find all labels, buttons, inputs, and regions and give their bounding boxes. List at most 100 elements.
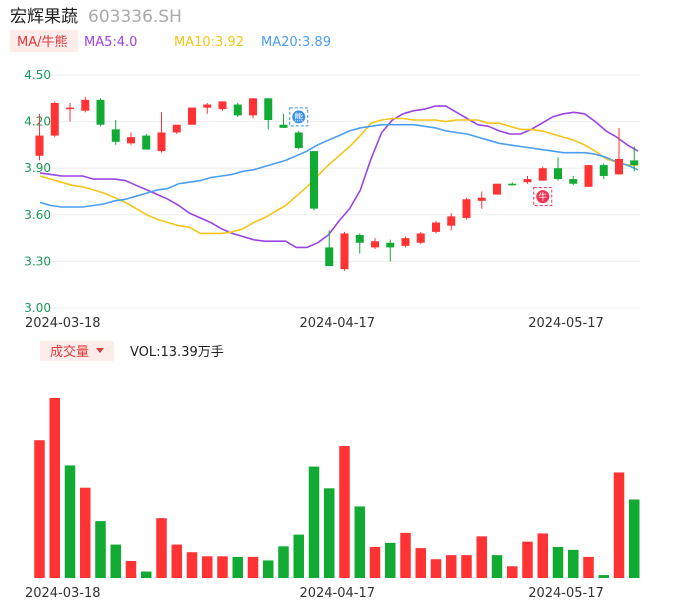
x-tick-label: 2024-04-17: [299, 316, 375, 331]
volume-bar: [171, 544, 182, 578]
candle: [66, 102, 74, 122]
candle-body: [371, 241, 379, 248]
y-tick-label: 3.30: [24, 254, 51, 268]
candle: [615, 127, 623, 175]
candle: [599, 163, 608, 180]
volume-bar: [583, 556, 594, 578]
volume-bar: [263, 560, 274, 578]
candle-body: [157, 132, 166, 152]
volume-bar: [293, 534, 304, 578]
candle-body: [203, 104, 212, 108]
candle-body: [249, 98, 257, 116]
candle: [477, 191, 486, 209]
volume-bar: [400, 532, 411, 578]
volume-bar: [64, 465, 76, 578]
candlesticks: [35, 96, 639, 271]
candle-body: [325, 247, 334, 267]
candle: [340, 231, 349, 271]
candle: [249, 98, 257, 119]
volume-bar: [278, 546, 289, 578]
candle-body: [188, 107, 196, 125]
candle-body: [493, 183, 501, 195]
candle-body: [462, 199, 471, 218]
volume-bar: [446, 555, 457, 578]
candle: [81, 96, 90, 113]
stock-name: 宏辉果蔬: [10, 7, 78, 27]
candle-body: [554, 168, 562, 180]
candle: [462, 197, 471, 220]
candle: [233, 102, 242, 117]
volume-bar: [339, 446, 350, 578]
candle-body: [66, 107, 74, 110]
marker-label: 熊: [294, 111, 303, 123]
volume-bar: [507, 566, 518, 578]
volume-bar: [49, 398, 60, 578]
x-tick-label: 2024-03-18: [25, 586, 101, 601]
ma10-legend: MA10:3.92: [174, 35, 244, 50]
volume-bar: [80, 487, 91, 578]
candle-body: [615, 158, 623, 175]
candle: [310, 151, 318, 211]
candle: [432, 221, 440, 234]
candle-body: [630, 160, 639, 166]
candle-body: [96, 99, 105, 125]
volume-bar: [598, 575, 609, 578]
candle-body: [294, 132, 303, 149]
volume-bar: [552, 546, 564, 578]
volume-bar: [156, 518, 167, 578]
volume-bar: [247, 556, 259, 578]
ma20-line: [39, 123, 639, 208]
candle: [264, 98, 273, 130]
candle: [142, 134, 151, 150]
candle-body: [310, 151, 318, 209]
candle-body: [538, 168, 547, 181]
candle-body: [355, 234, 364, 243]
ma-selector-bg[interactable]: [10, 30, 78, 52]
candle: [203, 102, 212, 114]
candle-body: [508, 183, 517, 186]
candle-body: [111, 129, 120, 142]
volume-selector-bg[interactable]: [40, 341, 114, 361]
volume-bar: [415, 548, 426, 578]
price-grid: [30, 74, 640, 309]
bull-icon[interactable]: 牛: [533, 187, 553, 207]
candle-body: [279, 124, 288, 128]
volume-selector-label[interactable]: 成交量: [50, 344, 89, 360]
volume-bar: [232, 556, 243, 578]
volume-bar: [202, 556, 213, 578]
candle: [96, 98, 105, 127]
candle-body: [172, 124, 181, 133]
candle: [111, 120, 120, 145]
volume-bars: [34, 398, 640, 578]
candle: [35, 113, 44, 161]
volume-bar: [522, 541, 533, 578]
marker-label: 牛: [538, 191, 547, 203]
price-y-axis: 4.50 4.20 3.90 3.60 3.30 3.00: [24, 68, 51, 315]
ma-selector-label[interactable]: MA/牛熊: [17, 34, 68, 50]
candle-body: [432, 222, 440, 232]
candle: [447, 213, 456, 231]
volume-bar: [369, 546, 381, 578]
candle: [325, 230, 334, 267]
candle: [355, 233, 364, 254]
x-tick-label: 2024-05-17: [528, 586, 604, 601]
candle: [371, 238, 379, 249]
volume-bar: [476, 536, 487, 578]
ma5-legend: MA5:4.0: [84, 35, 137, 50]
candle-body: [386, 242, 395, 248]
volume-value: VOL:13.39万手: [130, 345, 224, 360]
y-tick-label: 3.90: [24, 161, 51, 175]
ma5-line: [39, 105, 639, 249]
volume-bar: [324, 488, 335, 578]
volume-bar: [461, 555, 472, 578]
bear-icon[interactable]: 熊: [289, 107, 309, 127]
volume-bar: [186, 552, 198, 578]
volume-bar: [354, 506, 365, 578]
candle: [538, 166, 547, 181]
candle: [218, 101, 227, 111]
moving-average-lines: [39, 105, 639, 249]
y-tick-label: 3.00: [24, 301, 51, 315]
chevron-down-icon[interactable]: [96, 348, 104, 353]
candle: [172, 124, 181, 135]
candle: [416, 231, 425, 245]
